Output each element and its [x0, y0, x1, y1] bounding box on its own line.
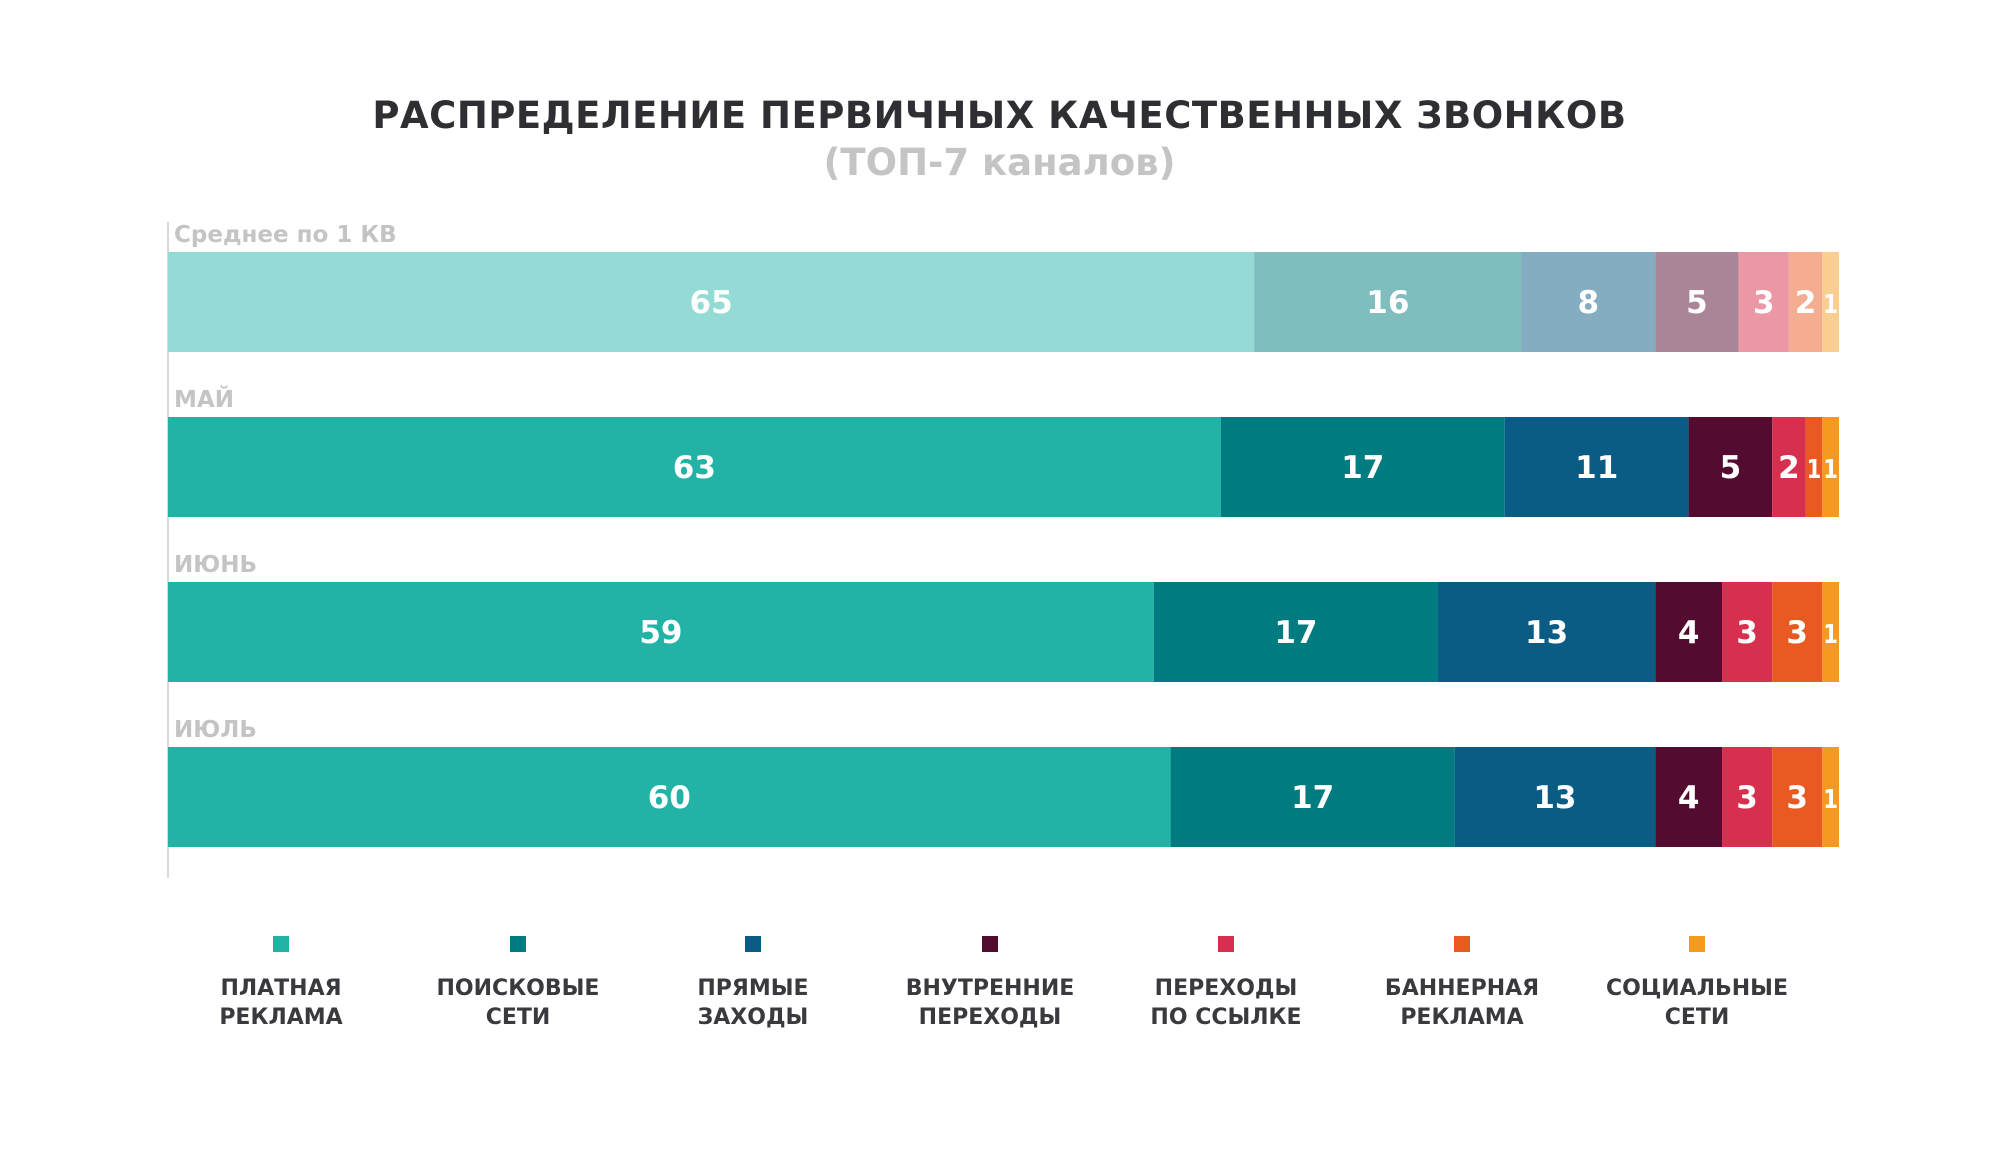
data-label: 17	[1341, 450, 1384, 486]
bar-segment	[1722, 582, 1773, 682]
legend-swatch	[273, 936, 289, 952]
bar-segment	[1805, 417, 1823, 517]
data-label: 17	[1291, 780, 1334, 816]
data-label: 1	[1823, 455, 1838, 485]
bar-segment	[168, 582, 1154, 682]
data-label: 4	[1678, 780, 1700, 816]
bar-segment	[1688, 417, 1773, 517]
legend-swatch	[982, 936, 998, 952]
legend-label: ПРЯМЫЕ ЗАХОДЫ	[697, 976, 809, 1030]
chart-subtitle: (ТОП-7 каналов)	[823, 141, 1176, 184]
legend-label: ВНУТРЕННИЕ ПЕРЕХОДЫ	[905, 976, 1075, 1030]
bar-segment	[1772, 582, 1823, 682]
legend-item: СОЦИАЛЬНЫЕ СЕТИ	[1587, 936, 1807, 1032]
data-label: 60	[648, 780, 691, 816]
legend-label: ПОИСКОВЫЕ СЕТИ	[436, 976, 600, 1030]
legend-item: ПЛАТНАЯ РЕКЛАМА	[171, 936, 391, 1032]
legend-label: ПЕРЕХОДЫ ПО ССЫЛКЕ	[1150, 976, 1302, 1030]
legend-item: ПЕРЕХОДЫ ПО ССЫЛКЕ	[1116, 936, 1336, 1032]
bar-segment	[1822, 252, 1839, 352]
data-label: 63	[673, 450, 716, 486]
bar-segment	[1822, 747, 1839, 847]
legend-swatch	[1218, 936, 1234, 952]
bar-segment	[1655, 747, 1723, 847]
data-label: 16	[1366, 285, 1409, 321]
data-label: 2	[1778, 450, 1800, 486]
bar-segment	[1254, 252, 1522, 352]
bar-segment	[1170, 747, 1455, 847]
legend-swatch	[1689, 936, 1705, 952]
bar-segment	[1822, 417, 1839, 517]
legend-swatch	[1454, 936, 1470, 952]
bar-segment	[1738, 252, 1789, 352]
bar-segment	[1772, 417, 1806, 517]
bar-segment	[1822, 582, 1839, 682]
row-label: ИЮЛЬ	[174, 717, 257, 743]
bar-segment	[168, 747, 1171, 847]
bar-segment	[168, 252, 1255, 352]
bar-segment	[1153, 582, 1438, 682]
legend-swatch	[745, 936, 761, 952]
data-label: 1	[1823, 620, 1838, 650]
data-label: 3	[1786, 780, 1808, 816]
data-label: 17	[1274, 615, 1317, 651]
bar-segment	[168, 417, 1221, 517]
bar-segment	[1454, 747, 1656, 847]
data-label: 59	[639, 615, 682, 651]
data-label: 5	[1720, 450, 1742, 486]
bar-segment	[1504, 417, 1689, 517]
row-label: Среднее по 1 КВ	[174, 222, 397, 248]
bar-segment	[1437, 582, 1656, 682]
data-label: 3	[1753, 285, 1775, 321]
bar-segment	[1521, 252, 1656, 352]
data-label: 2	[1795, 285, 1817, 321]
row-label: МАЙ	[174, 385, 234, 413]
data-label: 1	[1807, 455, 1822, 485]
data-label: 3	[1786, 615, 1808, 651]
data-label: 65	[690, 285, 733, 321]
data-label: 3	[1736, 780, 1758, 816]
bar-segment	[1788, 252, 1823, 352]
legend-item: ПОИСКОВЫЕ СЕТИ	[408, 936, 628, 1032]
row-label: ИЮНЬ	[174, 552, 257, 578]
bar-segment	[1772, 747, 1823, 847]
bar-segment	[1655, 252, 1739, 352]
data-label: 1	[1823, 290, 1838, 320]
data-label: 11	[1575, 450, 1618, 486]
legend-label: ПЛАТНАЯ РЕКЛАМА	[219, 976, 343, 1030]
data-label: 3	[1736, 615, 1758, 651]
legend-item: ВНУТРЕННИЕ ПЕРЕХОДЫ	[880, 936, 1100, 1032]
chart-title: РАСПРЕДЕЛЕНИЕ ПЕРВИЧНЫХ КАЧЕСТВЕННЫХ ЗВО…	[372, 94, 1627, 137]
bar-segment	[1655, 582, 1723, 682]
legend-item: БАННЕРНАЯ РЕКЛАМА	[1352, 936, 1572, 1032]
data-label: 8	[1578, 285, 1600, 321]
data-label: 4	[1678, 615, 1700, 651]
bar-segment	[1722, 747, 1773, 847]
legend-swatch	[510, 936, 526, 952]
legend-item: ПРЯМЫЕ ЗАХОДЫ	[643, 936, 863, 1032]
data-label: 1	[1823, 785, 1838, 815]
data-label: 5	[1686, 285, 1708, 321]
bar-segment	[1220, 417, 1505, 517]
data-label: 13	[1533, 780, 1576, 816]
legend-label: СОЦИАЛЬНЫЕ СЕТИ	[1606, 976, 1788, 1030]
data-label: 13	[1525, 615, 1568, 651]
legend-label: БАННЕРНАЯ РЕКЛАМА	[1384, 976, 1540, 1030]
